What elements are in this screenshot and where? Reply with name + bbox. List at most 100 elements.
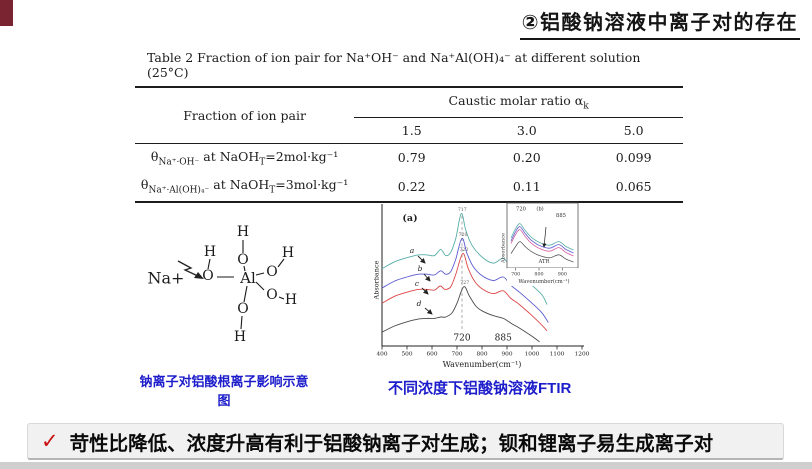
atom-label: O (266, 264, 277, 280)
footer-bar: ✓ 苛性比降低、浓度升高有利于铝酸钠离子对生成；钡和锂离子易生成离子对 (27, 423, 784, 460)
atom-label: O (237, 301, 248, 317)
inset-y-axis-title: Absorbance (501, 233, 507, 264)
curve-arrow (423, 273, 431, 282)
slide-title: ②铝酸钠溶液中离子对的存在 (519, 6, 800, 40)
lightning-arrow-icon (177, 260, 201, 278)
ion-pair-table: Fraction of ion pair Caustic molar ratio… (135, 86, 683, 203)
table-cell: 0.099 (615, 150, 652, 166)
bond-line (278, 296, 285, 300)
inset-label-ATR: ATR (538, 259, 551, 265)
atom-label: H (204, 244, 216, 260)
atom-label: H (282, 245, 294, 261)
bond-line (240, 315, 243, 330)
table-caption: Table 2 Fraction of ion pair for Na⁺OH⁻ … (147, 50, 641, 80)
table-cell: 0.79 (397, 150, 426, 166)
peak-label: 727 (460, 280, 469, 286)
ftir-curve-d (381, 286, 540, 343)
row-label-naoh: θNa⁺·OH⁻ at NaOHT=2mol·kg⁻¹ (135, 143, 354, 172)
bond-line (255, 281, 265, 291)
x-tick-label: 500 (401, 352, 412, 358)
row-label-tail: =2mol·kg⁻¹ (265, 148, 339, 164)
caustic-ratio-label: Caustic molar ratio α (448, 93, 584, 108)
inset-arrow (542, 226, 547, 248)
curve-letter-d: d (417, 299, 422, 308)
peak-label: 720 (459, 232, 468, 238)
atom-label: O (237, 252, 248, 268)
lightning-arrow-head (194, 272, 204, 279)
curve-letter-c: c (415, 279, 420, 288)
atom-label: H (237, 224, 249, 240)
x-tick-label: 1200 (575, 352, 590, 358)
row-label-mid: at NaOH (199, 148, 260, 164)
t-subscript: T (259, 157, 266, 167)
table-cell: 0.065 (615, 178, 652, 194)
peak-label: 717 (458, 207, 467, 213)
ftir-chart: 400 500 600 700 800 900 1000 1100 1200 Wavenumber… (373, 196, 614, 379)
bond-line (243, 285, 248, 303)
row-label-tail: =3mol·kg⁻¹ (275, 177, 349, 192)
atom-label: H (285, 292, 297, 308)
inset-label-720: 720 (516, 207, 526, 213)
inset-curve-2 (510, 229, 574, 257)
inset-label-885: 885 (556, 213, 566, 219)
col-header-fraction: Fraction of ion pair (135, 87, 355, 144)
ftir-curve-c (381, 253, 548, 332)
curve-letter-a: a (410, 246, 414, 255)
footer-text: 苛性比降低、浓度升高有利于铝酸钠离子对生成；钡和锂离子易生成离子对 (69, 432, 714, 455)
inset-curve-3 (510, 241, 574, 263)
bottom-strip (0, 462, 812, 469)
y-axis-title: Absorbance (374, 260, 381, 300)
x-tick-label: 1000 (525, 352, 540, 358)
ion-subscript: Na⁺·OH⁻ (158, 157, 200, 167)
curve-arrow (421, 287, 429, 295)
check-icon: ✓ (41, 429, 59, 453)
table-row: θNa⁺·OH⁻ at NaOHT=2mol·kg⁻¹ 0.79 0.20 0.… (135, 143, 683, 172)
x-tick-label: 900 (501, 352, 512, 358)
theta-symbol: θ (150, 148, 159, 164)
inset-curve-1 (510, 226, 574, 254)
theta-symbol: θ (140, 177, 149, 192)
x-tick-label: 800 (476, 352, 487, 358)
col-header-3-0: 3.0 (469, 117, 585, 144)
panel-label: (a) (402, 213, 417, 224)
bond-line (255, 272, 265, 276)
x-tick-label: 700 (451, 352, 462, 358)
molecular-diagram: Na+ H O Al H O O H O H O H (128, 216, 338, 366)
table-row: θNa⁺·Al(OH)₄⁻ at NaOHT=3mol·kg⁻¹ 0.22 0.… (135, 172, 683, 202)
bond-line (207, 258, 211, 270)
annotation-885: 885 (495, 334, 512, 344)
table-section: Table 2 Fraction of ion pair for Na⁺OH⁻ … (135, 50, 683, 203)
curve-letter-b: b (418, 264, 423, 273)
ftir-chart-svg: 400 500 600 700 800 900 1000 1100 1200 Wavenumber… (373, 202, 590, 369)
inset-x-tick-label: 900 (558, 272, 567, 278)
peak-label: 723 (459, 247, 468, 253)
corner-accent-block (0, 0, 13, 26)
ftir-curve-b (381, 237, 549, 323)
x-tick-label: 600 (426, 352, 437, 358)
col-header-1-5: 1.5 (354, 117, 470, 144)
x-axis-title: Wavenumber(cm⁻¹) (443, 360, 522, 369)
col-header-5-0: 5.0 (584, 117, 683, 144)
col-header-fraction-label: Fraction of ion pair (183, 107, 306, 123)
curve-arrow (417, 255, 426, 264)
bond-line (277, 258, 285, 268)
row-label-aloh4: θNa⁺·Al(OH)₄⁻ at NaOHT=3mol·kg⁻¹ (135, 172, 354, 202)
t-subscript: T (269, 185, 276, 196)
curve-arrow (424, 307, 433, 315)
inset-curve-0 (510, 223, 574, 251)
atom-label: Na+ (148, 269, 185, 288)
x-tick-label: 1100 (550, 352, 565, 358)
ion-subscript: Na⁺·Al(OH)₄⁻ (148, 185, 210, 196)
inset-x-tick-label: 800 (534, 272, 543, 278)
bond-line (243, 265, 246, 272)
ftir-caption: 不同浓度下铝酸钠溶液FTIR (388, 380, 572, 397)
inset-box (506, 202, 579, 269)
inset-label-(b): (b) (536, 206, 543, 213)
molecular-diagram-caption: 钠离子对铝酸根离子影响示意图 (139, 374, 309, 408)
atom-label: Al (239, 269, 256, 287)
inset-x-axis-title: Wavenumber(cm⁻¹) (518, 278, 569, 285)
caustic-ratio-sub: k (583, 101, 589, 112)
inset-x-tick-label: 700 (511, 272, 520, 278)
x-tick-label: 400 (376, 352, 387, 358)
